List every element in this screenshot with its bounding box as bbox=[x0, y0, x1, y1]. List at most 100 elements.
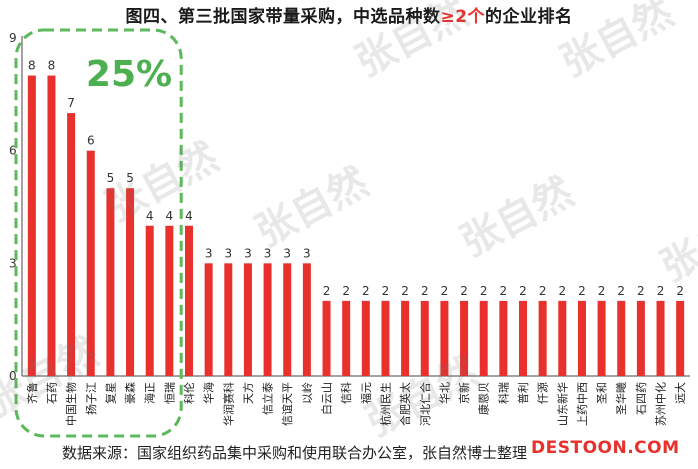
x-tick-label: 华北 bbox=[437, 382, 451, 404]
data-label: 2 bbox=[578, 284, 586, 298]
x-tick-label: 圣和 bbox=[596, 382, 609, 404]
bar bbox=[617, 300, 626, 376]
y-tick-label: 0 bbox=[9, 369, 17, 383]
x-tick-label: 河北仁合 bbox=[418, 382, 432, 426]
data-label: 3 bbox=[244, 246, 252, 260]
x-tick-label: 康恩贝 bbox=[477, 382, 491, 415]
bar bbox=[342, 300, 351, 376]
x-tick-label: 信谊天平 bbox=[280, 382, 294, 426]
data-label: 6 bbox=[87, 134, 95, 148]
bar bbox=[401, 300, 410, 376]
data-label: 2 bbox=[657, 284, 665, 298]
x-tick-label: 合肥英太 bbox=[398, 382, 412, 426]
bar bbox=[243, 263, 252, 376]
x-tick-label: 科伦 bbox=[182, 382, 196, 404]
x-tick-label: 远大 bbox=[673, 382, 687, 404]
x-tick-label: 福元 bbox=[359, 382, 373, 404]
bar bbox=[165, 225, 174, 376]
bar bbox=[381, 300, 390, 376]
data-label: 4 bbox=[185, 209, 193, 223]
data-label: 2 bbox=[637, 284, 645, 298]
data-label: 7 bbox=[67, 96, 75, 110]
x-tick-label: 豪森 bbox=[123, 382, 137, 404]
bar bbox=[420, 300, 429, 376]
data-label: 2 bbox=[460, 284, 468, 298]
x-tick-label: 天方 bbox=[241, 382, 255, 404]
data-label: 2 bbox=[676, 284, 684, 298]
share-annotation: 25% bbox=[86, 54, 172, 95]
x-tick-label: 恒瑞 bbox=[162, 382, 176, 404]
data-label: 2 bbox=[362, 284, 370, 298]
y-tick-label: 6 bbox=[9, 144, 17, 158]
bar bbox=[577, 300, 586, 376]
data-label: 5 bbox=[107, 171, 115, 185]
x-tick-label: 仟源 bbox=[536, 382, 550, 404]
data-label: 3 bbox=[224, 246, 232, 260]
x-tick-label: 山东新华 bbox=[555, 382, 569, 426]
x-tick-label: 复星 bbox=[103, 382, 117, 404]
data-label: 2 bbox=[421, 284, 429, 298]
x-tick-label: 海正 bbox=[143, 382, 157, 404]
bar bbox=[499, 300, 508, 376]
bar bbox=[636, 300, 645, 376]
x-tick-label: 石四药 bbox=[635, 382, 648, 415]
x-tick-label: 上药中西 bbox=[576, 382, 589, 426]
data-label: 2 bbox=[617, 284, 625, 298]
x-tick-label: 华润赛科 bbox=[221, 382, 235, 426]
y-tick-label: 3 bbox=[9, 256, 17, 270]
x-tick-label: 扬子江 bbox=[84, 382, 98, 415]
bar bbox=[204, 263, 213, 376]
data-label: 2 bbox=[323, 284, 331, 298]
x-tick-label: 信科 bbox=[339, 382, 353, 404]
data-label: 3 bbox=[283, 246, 291, 260]
bar bbox=[263, 263, 272, 376]
bar bbox=[86, 150, 95, 376]
x-tick-label: 以岭 bbox=[300, 382, 314, 404]
data-label: 8 bbox=[48, 59, 56, 73]
data-label: 4 bbox=[166, 209, 174, 223]
bar bbox=[67, 113, 76, 376]
x-tick-label: 科瑞 bbox=[496, 382, 510, 404]
data-label: 3 bbox=[303, 246, 311, 260]
data-label: 3 bbox=[264, 246, 272, 260]
bar bbox=[519, 300, 527, 376]
bar bbox=[479, 300, 488, 376]
data-label: 2 bbox=[480, 284, 488, 298]
data-source-note: 数据来源：国家组织药品集中采购和使用联合办公室，张自然博士整理 bbox=[62, 444, 528, 462]
x-tick-label: 华海 bbox=[202, 382, 216, 404]
bar bbox=[361, 300, 370, 376]
bar bbox=[656, 300, 665, 376]
chart-title: 图四、第三批国家带量采购，中选品种数≥2个的企业排名 bbox=[125, 7, 573, 27]
bar bbox=[27, 75, 36, 377]
bar bbox=[224, 263, 233, 376]
bar bbox=[440, 300, 449, 376]
data-label: 2 bbox=[558, 284, 566, 298]
bar bbox=[460, 300, 469, 376]
x-tick-label: 石药 bbox=[45, 382, 58, 404]
bar bbox=[302, 263, 311, 376]
x-tick-label: 京新 bbox=[457, 382, 471, 404]
x-tick-label: 圣华曦 bbox=[614, 382, 628, 415]
bar bbox=[126, 188, 135, 376]
data-label: 2 bbox=[500, 284, 508, 298]
data-label: 2 bbox=[519, 284, 527, 298]
data-label: 2 bbox=[539, 284, 547, 298]
x-tick-label: 齐鲁 bbox=[25, 382, 39, 404]
x-tick-label: 苏州中化 bbox=[654, 382, 668, 426]
bar bbox=[676, 300, 685, 376]
bar bbox=[322, 300, 331, 376]
bar bbox=[106, 188, 115, 376]
bar bbox=[538, 300, 547, 376]
x-tick-label: 中国生物 bbox=[64, 382, 78, 426]
data-label: 2 bbox=[441, 284, 449, 298]
bar bbox=[47, 75, 56, 377]
bar bbox=[283, 263, 292, 376]
x-tick-label: 信立泰 bbox=[261, 382, 275, 415]
x-tick-label: 白云山 bbox=[320, 382, 334, 415]
data-label: 2 bbox=[342, 284, 350, 298]
data-label: 3 bbox=[205, 246, 213, 260]
bar bbox=[597, 300, 606, 376]
x-tick-label: 普利 bbox=[516, 382, 530, 404]
data-label: 2 bbox=[401, 284, 409, 298]
